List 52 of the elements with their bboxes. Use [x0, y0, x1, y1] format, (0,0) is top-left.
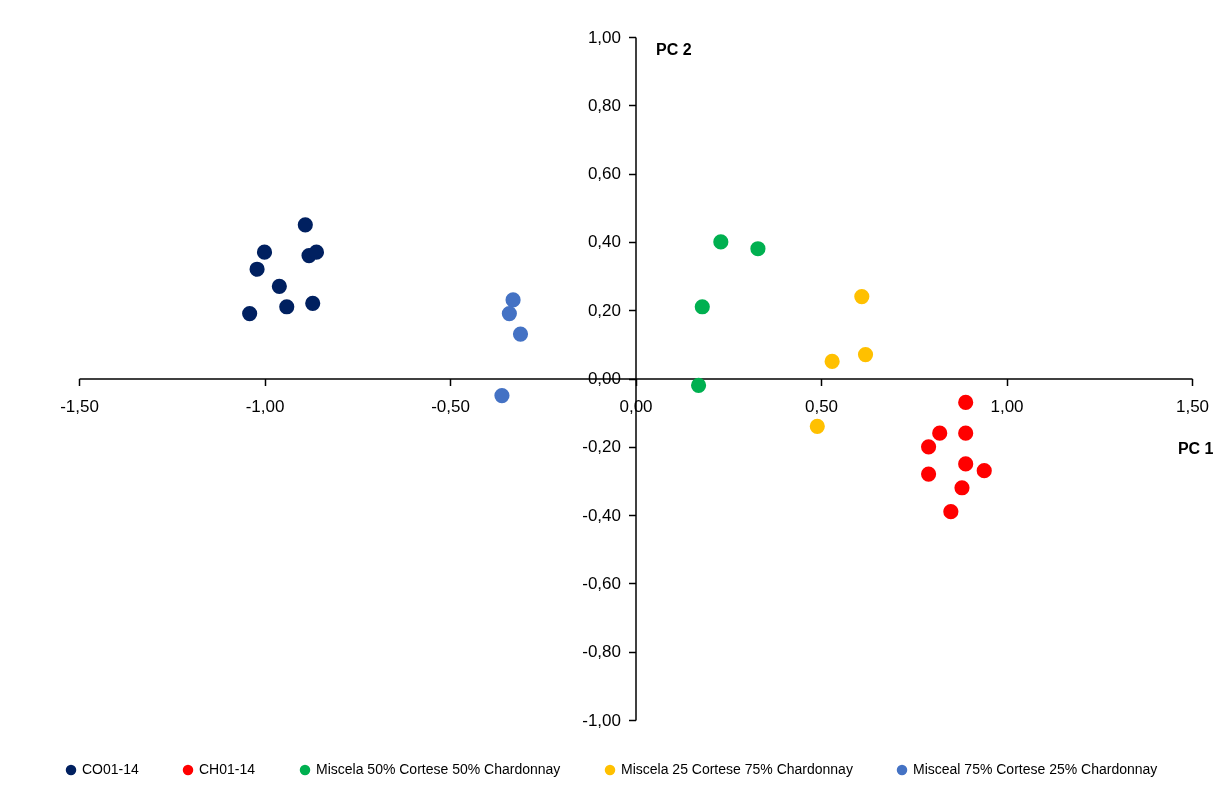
point — [943, 504, 959, 520]
x-tick-label: -0,50 — [431, 397, 470, 416]
x-tick-label: 1,50 — [1175, 397, 1210, 416]
x-tick-label: 0,50 — [804, 397, 839, 416]
point — [750, 241, 766, 257]
point — [921, 439, 937, 455]
point — [857, 347, 874, 363]
point — [854, 288, 870, 305]
y-tick-label: -1,00 — [582, 710, 621, 730]
point — [501, 306, 517, 322]
y-axis-title: PC 2 — [656, 40, 692, 58]
point — [308, 244, 325, 260]
point — [694, 299, 710, 315]
x-tick-label: -1,00 — [245, 397, 285, 416]
point — [279, 299, 295, 315]
point — [505, 292, 521, 308]
y-tick-label: 0,60 — [587, 164, 621, 184]
x-tick-label: 1,00 — [990, 397, 1024, 416]
legend-label: Miscela 50% Cortese 50% Chardonnay — [316, 761, 561, 777]
point — [297, 217, 313, 233]
point — [512, 326, 529, 342]
y-tick-label: -0,60 — [582, 573, 621, 593]
point — [921, 466, 937, 482]
y-tick-label: -0,80 — [582, 642, 621, 662]
point — [242, 306, 258, 322]
y-tick-label: 0,80 — [587, 95, 621, 115]
y-tick-label: 0,20 — [587, 300, 621, 320]
point — [809, 418, 825, 434]
point — [249, 261, 265, 277]
point — [713, 234, 729, 250]
legend-label: CO01-14 — [82, 761, 140, 777]
y-tick-label: 0,40 — [587, 232, 621, 252]
point — [958, 456, 974, 472]
legend-label: CH01-14 — [199, 761, 256, 777]
point — [271, 278, 287, 294]
x-tick-label: -1,50 — [60, 397, 99, 416]
point — [958, 425, 974, 441]
point — [494, 388, 510, 404]
point — [932, 425, 948, 441]
point — [976, 463, 992, 479]
legend-label: Misceal 75% Cortese 25% Chardonnay — [913, 761, 1158, 777]
point — [305, 295, 321, 311]
point — [958, 394, 974, 410]
point — [824, 353, 840, 369]
y-tick-label: -0,40 — [582, 505, 621, 525]
point — [256, 244, 273, 260]
legend-label: Miscela 25 Cortese 75% Chardonnay — [621, 761, 853, 777]
point — [954, 480, 970, 496]
y-tick-label: -0,20 — [582, 437, 621, 457]
y-tick-label: 1,00 — [587, 27, 621, 47]
x-axis-title: PC 1 — [1177, 440, 1214, 457]
point — [690, 377, 707, 393]
